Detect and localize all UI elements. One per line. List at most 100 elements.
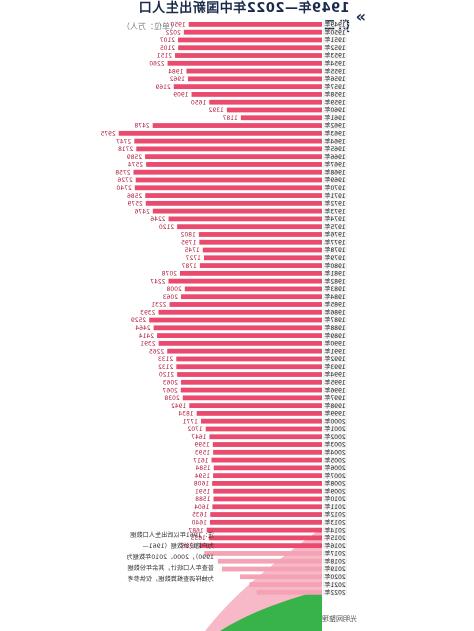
data-label: 1727 <box>186 255 201 262</box>
year-label-bg <box>323 387 347 394</box>
bar <box>134 185 322 191</box>
data-label: 1640 <box>191 520 206 527</box>
bar <box>145 200 322 206</box>
year-label-bg <box>323 138 347 145</box>
bar <box>158 340 322 346</box>
data-label: 2726 <box>117 177 132 184</box>
year-label-bg <box>323 317 347 324</box>
tick-label: 2015年 <box>324 534 345 542</box>
year-label-bg <box>323 542 347 549</box>
tick-label: 1983年 <box>324 285 345 293</box>
bar <box>153 325 322 331</box>
year-label-bg <box>323 145 347 153</box>
bar <box>135 177 322 183</box>
year-label-bg <box>323 216 347 223</box>
bar <box>177 224 322 230</box>
bar <box>209 99 322 105</box>
year-label-bg <box>323 29 347 36</box>
year-label-bg <box>323 488 347 495</box>
bar <box>199 263 322 268</box>
year-label-bg <box>323 433 347 441</box>
bars-group <box>118 22 323 595</box>
bar <box>152 123 322 128</box>
bar <box>213 488 322 494</box>
data-label: 1984 <box>168 68 183 75</box>
data-label: 2067 <box>162 387 177 394</box>
data-label: 2740 <box>116 185 131 192</box>
tick-label: 1950年 <box>324 28 345 36</box>
tick-label: 2006年 <box>324 464 345 472</box>
bar <box>213 473 322 479</box>
data-label: 2975 <box>100 131 115 138</box>
year-label-bg <box>323 301 347 308</box>
tick-label: 1949年 <box>324 21 345 29</box>
data-label: 2247 <box>150 278 165 285</box>
tick-label: 1986年 <box>324 308 345 316</box>
year-label-bg <box>323 200 347 207</box>
data-label: 2260 <box>149 61 164 68</box>
tick-label: 1991年 <box>324 347 345 355</box>
bar <box>210 512 322 517</box>
bar <box>157 333 322 338</box>
data-label: 2151 <box>157 53 172 60</box>
tick-label: 2020年 <box>324 573 345 581</box>
year-label-bg <box>323 371 347 378</box>
year-label-bg <box>323 130 347 137</box>
data-label: 2265 <box>149 348 164 355</box>
year-label-bg <box>323 418 347 425</box>
tick-label: 1982年 <box>324 277 345 285</box>
tick-label: 2009年 <box>324 487 345 495</box>
footnote: 注：1961年以后出生人口数据为户籍统计数据（1961—1990），2000、2… <box>126 532 214 583</box>
year-label-bg <box>323 379 347 386</box>
bar <box>180 270 322 276</box>
tick-label: 1952年 <box>324 44 345 52</box>
year-label-bg <box>323 410 347 417</box>
year-label-bg <box>323 153 347 160</box>
tick-label: 2016年 <box>324 542 345 550</box>
year-label-bg <box>323 496 347 503</box>
bar <box>188 22 322 27</box>
data-label: 1795 <box>181 239 196 246</box>
data-label: 2718 <box>118 146 133 153</box>
year-label-bg <box>323 99 347 106</box>
year-label-bg <box>323 566 347 573</box>
tick-label: 2017年 <box>324 550 345 558</box>
year-label-bg <box>323 558 347 565</box>
tick-label: 1959年 <box>324 98 345 106</box>
tick-label: 1963年 <box>324 130 345 138</box>
year-label-bg <box>323 309 347 316</box>
year-label-bg <box>323 511 347 518</box>
data-label: 1650 <box>191 99 206 106</box>
year-label-bg <box>323 394 347 402</box>
bar <box>187 76 322 82</box>
data-label: 1392 <box>208 107 223 114</box>
data-label: 2008 <box>166 286 181 293</box>
year-label-bg <box>323 21 347 28</box>
tick-label: 1975年 <box>324 223 345 231</box>
data-label: 1702 <box>187 426 202 433</box>
tick-label: 1960年 <box>324 106 345 114</box>
green-wedge-decor <box>220 590 322 631</box>
data-label: 1687 <box>188 527 203 534</box>
tick-label: 1958年 <box>324 91 345 99</box>
bar <box>256 589 322 595</box>
year-label-bg <box>323 402 347 409</box>
data-label: 2758 <box>115 169 130 176</box>
data-label: 2063 <box>163 294 178 301</box>
bar <box>149 317 322 323</box>
data-label: 2063 <box>163 379 178 386</box>
tick-label: 2011年 <box>324 503 345 511</box>
bar <box>221 566 322 572</box>
tick-label: 1969年 <box>324 176 345 184</box>
data-label: 2747 <box>116 138 131 145</box>
data-label: 2120 <box>159 372 174 379</box>
year-label-bg <box>323 472 347 479</box>
tick-label: 1979年 <box>324 254 345 262</box>
data-label: 1617 <box>193 457 208 464</box>
bar <box>212 442 323 447</box>
tick-label: 1990年 <box>324 340 345 348</box>
year-label-bg <box>323 503 347 511</box>
bar <box>169 302 322 307</box>
tick-label: 1977年 <box>324 238 345 246</box>
